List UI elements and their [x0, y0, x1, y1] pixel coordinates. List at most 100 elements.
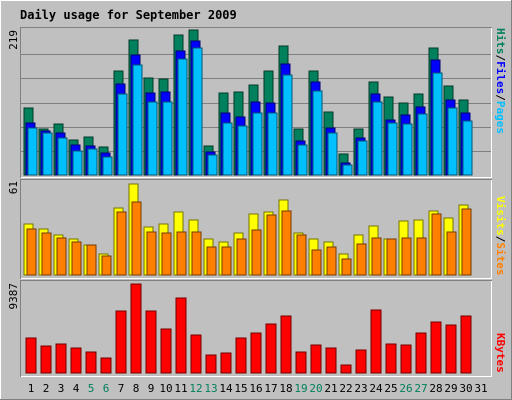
day-label: 20: [309, 382, 322, 395]
kbytes-bar: [460, 315, 472, 374]
kbytes-bar: [115, 310, 127, 374]
pages-bar: [117, 93, 128, 176]
sites-bar: [386, 238, 397, 276]
hits-ymax-label: 219: [7, 30, 20, 50]
day-label: 13: [204, 382, 217, 395]
day-label: 14: [219, 382, 233, 395]
kbytes-bar: [280, 315, 292, 374]
sites-bar: [26, 228, 37, 276]
kbytes-bar: [190, 334, 202, 374]
pages-bar: [312, 90, 323, 176]
legend-kbytes: KBytes: [494, 333, 507, 373]
day-label: 7: [118, 382, 125, 395]
pages-bar: [207, 154, 218, 176]
pages-bar: [357, 140, 368, 176]
kbytes-bar: [100, 357, 112, 374]
sites-bar: [251, 229, 262, 276]
day-label: 15: [234, 382, 247, 395]
pages-bar: [162, 101, 173, 176]
day-label: 30: [459, 382, 472, 395]
kbytes-bar: [265, 323, 277, 374]
sites-bar: [311, 249, 322, 276]
pages-bar: [432, 72, 443, 176]
day-label: 10: [159, 382, 172, 395]
kbytes-bar: [235, 337, 247, 374]
pages-bar: [87, 148, 98, 176]
legend-files: Files: [494, 61, 507, 94]
day-label: 24: [369, 382, 383, 395]
day-label: 23: [354, 382, 367, 395]
day-label: 16: [249, 382, 262, 395]
kbytes-bar: [340, 364, 352, 374]
panel-visits-frame: [20, 179, 492, 279]
sites-bar: [431, 213, 442, 276]
legend-sites: Sites: [494, 242, 507, 275]
sites-bar: [461, 208, 472, 276]
pages-bar: [402, 123, 413, 176]
sites-bar: [101, 255, 112, 276]
kbytes-bar: [205, 354, 217, 374]
day-label: 29: [444, 382, 457, 395]
legend-sep: /: [494, 55, 507, 62]
chart-title: Daily usage for September 2009: [20, 8, 237, 22]
sites-bar: [341, 258, 352, 276]
kbytes-bar: [250, 332, 262, 374]
sites-bar: [296, 234, 307, 276]
sites-bar: [281, 210, 292, 276]
pages-bar: [282, 74, 293, 176]
pages-bar: [102, 156, 113, 176]
sites-bar: [356, 243, 367, 276]
day-label: 17: [264, 382, 277, 395]
kbytes-bar: [145, 310, 157, 374]
pages-bar: [342, 164, 353, 176]
visits-legend: Visits/Sites: [494, 196, 507, 276]
pages-bar: [327, 132, 338, 176]
pages-bar: [297, 144, 308, 176]
kbytes-bar: [445, 324, 457, 374]
kbytes-bar: [310, 344, 322, 374]
kbytes-bar: [40, 345, 52, 374]
panel-kbytes-frame: [20, 280, 492, 377]
x-axis-day-labels: 1 2 3 4 5 6 7 8 9 10 11 12 13 14 15 16 17 18 19 20 21 22 23 24 2…: [28, 382, 488, 395]
kbytes-ymax-label: 9387: [7, 283, 20, 310]
kbytes-bar: [85, 351, 97, 374]
pages-bar: [222, 122, 233, 176]
sites-bar: [236, 238, 247, 276]
sites-bar: [176, 231, 187, 276]
legend-visits: Visits: [494, 196, 507, 236]
sites-bar: [191, 231, 202, 276]
sites-bar: [146, 231, 157, 276]
pages-bar: [42, 132, 53, 176]
day-label: 5: [88, 382, 95, 395]
pages-bar: [237, 125, 248, 176]
kbytes-bar: [160, 328, 172, 374]
pages-bar: [57, 137, 68, 176]
day-label: 1: [28, 382, 35, 395]
pages-bar: [462, 120, 473, 176]
pages-bar: [177, 58, 188, 176]
day-label: 22: [339, 382, 352, 395]
legend-sep: /: [494, 94, 507, 101]
kbytes-bar: [55, 343, 67, 374]
day-label: 3: [58, 382, 65, 395]
sites-bar: [161, 232, 172, 276]
pages-bar: [132, 64, 143, 176]
sites-bar: [86, 244, 97, 276]
kbytes-bar: [295, 351, 307, 374]
kbytes-bar: [175, 297, 187, 374]
kbytes-legend: KBytes: [494, 333, 507, 373]
kbytes-bar: [430, 321, 442, 374]
pages-bar: [447, 107, 458, 176]
sites-bar: [71, 241, 82, 276]
pages-bar: [372, 101, 383, 176]
kbytes-bar: [385, 343, 397, 374]
sites-bar: [371, 237, 382, 276]
legend-sep: /: [494, 236, 507, 243]
sites-bar: [221, 246, 232, 276]
pages-bar: [72, 150, 83, 176]
sites-bar: [131, 201, 142, 276]
kbytes-bar: [70, 347, 82, 374]
kbytes-bar: [325, 347, 337, 374]
pages-bar: [147, 101, 158, 176]
